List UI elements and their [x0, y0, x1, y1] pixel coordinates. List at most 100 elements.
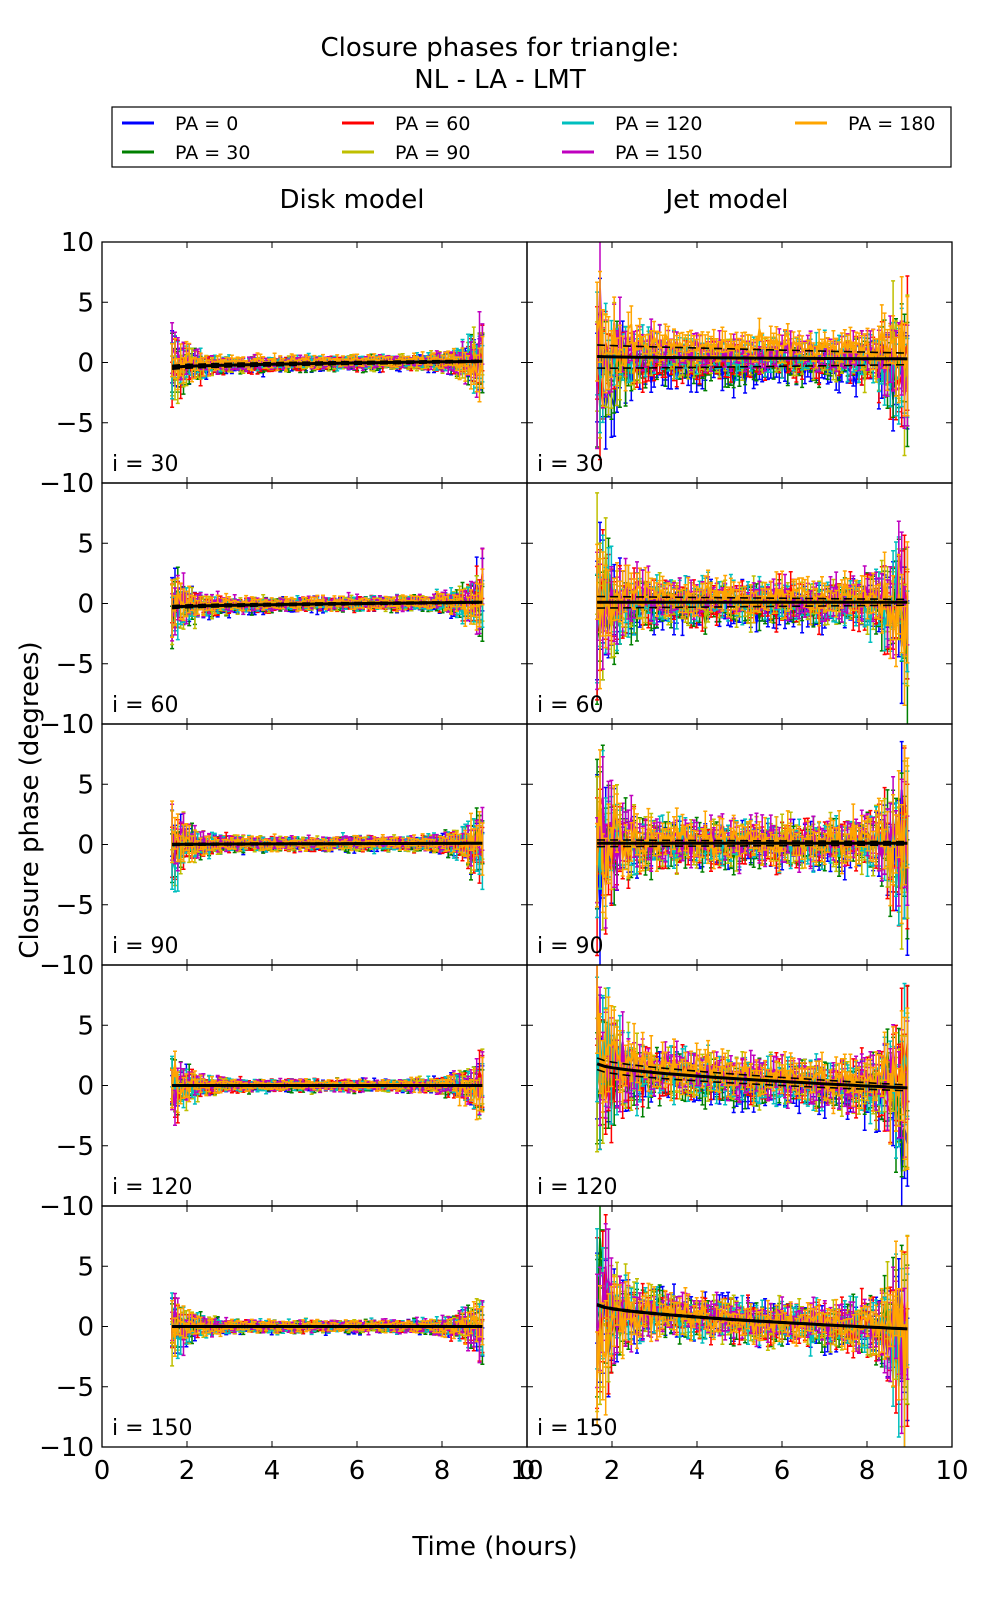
inclination-label: i = 30 — [112, 452, 179, 477]
y-tick-label: −5 — [56, 409, 94, 439]
series — [595, 965, 910, 1170]
x-tick-label: 2 — [604, 1456, 621, 1486]
y-tick-label: −5 — [56, 1132, 94, 1162]
inclination-label: i = 120 — [112, 1175, 193, 1200]
error-bars — [170, 311, 485, 398]
x-tick-label: 8 — [434, 1456, 451, 1486]
y-tick-label: 0 — [77, 349, 94, 379]
legend-item: PA = 60 — [342, 113, 470, 135]
tick-marks — [101, 1205, 528, 1448]
series — [170, 817, 485, 893]
x-axis-label: Time (hours) — [411, 1532, 577, 1562]
panel: i = 150 — [526, 1205, 953, 1448]
panel: i = 30 — [101, 241, 528, 484]
panel: i = 150 — [101, 1205, 528, 1448]
legend-label: PA = 150 — [615, 142, 703, 164]
y-tick-label: 5 — [77, 529, 94, 559]
y-tick-label: 5 — [77, 1252, 94, 1282]
series — [595, 270, 910, 417]
y-tick-label: 0 — [77, 1313, 94, 1343]
error-bars — [595, 537, 910, 724]
panel: i = 30 — [526, 241, 953, 484]
series-line — [596, 985, 908, 1110]
x-tick-label: 6 — [774, 1456, 791, 1486]
error-bars — [595, 965, 910, 1170]
inclination-label: i = 90 — [112, 934, 179, 959]
panel: i = 90 — [526, 723, 953, 966]
inclination-label: i = 150 — [537, 1416, 618, 1441]
series — [170, 311, 485, 398]
legend-item: PA = 30 — [122, 142, 250, 164]
chart-title-line2: NL - LA - LMT — [414, 65, 586, 95]
x-tick-label: 6 — [349, 1456, 366, 1486]
x-tick-label: 0 — [94, 1456, 111, 1486]
legend-label: PA = 180 — [848, 113, 936, 135]
panel: i = 120 — [526, 964, 953, 1207]
series — [595, 537, 910, 724]
inclination-label: i = 60 — [112, 693, 179, 718]
model-line — [597, 355, 908, 361]
legend-label: PA = 0 — [175, 113, 238, 135]
panel: i = 60 — [101, 482, 528, 725]
model-line — [172, 600, 483, 609]
model-curves — [596, 1303, 908, 1331]
y-tick-label: −10 — [39, 469, 94, 499]
inclination-label: i = 120 — [537, 1175, 618, 1200]
column-title-jet: Jet model — [663, 185, 788, 215]
y-tick-label: 5 — [77, 288, 94, 318]
series-line — [596, 315, 909, 371]
model-curves — [597, 839, 908, 848]
legend-item: PA = 90 — [342, 142, 470, 164]
y-tick-label: −5 — [56, 891, 94, 921]
y-tick-label: 0 — [77, 831, 94, 861]
inclination-label: i = 150 — [112, 1416, 193, 1441]
x-tick-label: 2 — [179, 1456, 196, 1486]
model-line — [596, 1303, 908, 1330]
x-tick-label: 4 — [689, 1456, 706, 1486]
y-tick-label: −10 — [39, 1192, 94, 1222]
model-curves — [597, 595, 908, 609]
y-tick-label: −10 — [39, 710, 94, 740]
tick-marks — [526, 1205, 953, 1448]
legend-item: PA = 120 — [562, 113, 703, 135]
y-tick-label: −5 — [56, 650, 94, 680]
x-tick-label: 4 — [264, 1456, 281, 1486]
inclination-label: i = 30 — [537, 452, 604, 477]
model-curves — [596, 1057, 908, 1092]
panel: i = 60 — [526, 482, 953, 725]
model-curves — [172, 600, 483, 610]
legend-label: PA = 60 — [395, 113, 470, 135]
model-curves — [597, 344, 908, 369]
x-tick-label: 8 — [859, 1456, 876, 1486]
legend-label: PA = 30 — [175, 142, 250, 164]
y-tick-label: 0 — [77, 590, 94, 620]
y-tick-label: −10 — [39, 951, 94, 981]
model-line — [172, 841, 483, 846]
inclination-label: i = 90 — [537, 934, 604, 959]
error-bars — [170, 817, 485, 893]
model-line — [596, 1057, 908, 1086]
model-line — [596, 1068, 908, 1092]
panel: i = 120 — [101, 964, 528, 1207]
model-curves — [172, 1084, 483, 1087]
y-axis-label: Closure phase (degrees) — [15, 641, 45, 958]
y-tick-label: 5 — [77, 1011, 94, 1041]
legend: PA = 0 PA = 30 PA = 60 PA = 90 PA = 120 PA = … — [111, 106, 952, 168]
legend-item: PA = 150 — [562, 142, 703, 164]
legend-label: PA = 90 — [395, 142, 470, 164]
legend-label: PA = 120 — [615, 113, 703, 135]
model-curves — [172, 841, 483, 847]
model-line — [596, 1062, 908, 1090]
y-tick-label: −10 — [39, 1433, 94, 1463]
error-bars — [170, 547, 485, 629]
y-tick-label: 5 — [77, 770, 94, 800]
panel: i = 90 — [101, 723, 528, 966]
x-tick-label: 10 — [935, 1456, 968, 1486]
series — [170, 547, 485, 629]
model-curves — [171, 359, 483, 370]
model-curves — [172, 1325, 483, 1328]
inclination-label: i = 60 — [537, 693, 604, 718]
legend-item: PA = 180 — [795, 113, 936, 135]
model-line — [171, 359, 483, 369]
y-tick-label: 0 — [77, 1072, 94, 1102]
